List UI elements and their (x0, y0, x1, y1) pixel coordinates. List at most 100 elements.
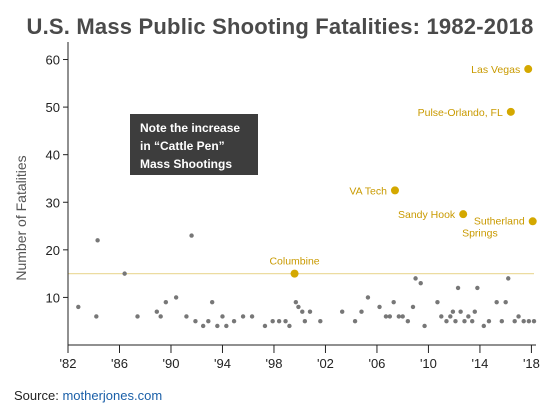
data-point (521, 319, 526, 324)
x-tick-label: '98 (265, 356, 282, 371)
highlight-point (290, 269, 299, 278)
x-tick-label: '86 (111, 356, 128, 371)
data-point (293, 299, 299, 305)
data-point (95, 238, 100, 243)
data-point (410, 304, 416, 310)
data-point (154, 309, 160, 314)
data-point (158, 314, 163, 319)
data-point (470, 319, 475, 324)
highlight-point (524, 65, 533, 74)
data-point (418, 280, 423, 286)
data-point (365, 295, 371, 300)
x-tick-label: '82 (60, 356, 77, 371)
data-point (307, 309, 313, 314)
data-point (193, 319, 198, 324)
data-point (231, 319, 237, 324)
x-tick-label: '10 (420, 356, 437, 371)
source-line: Source: motherjones.com (14, 388, 162, 403)
data-point (391, 299, 396, 305)
chart-title: U.S. Mass Public Shooting Fatalities: 19… (26, 14, 534, 39)
highlight-label: Sutherland (474, 215, 525, 227)
highlight-label: Las Vegas (471, 64, 520, 76)
data-point (405, 319, 411, 324)
data-point (400, 314, 405, 319)
data-point (526, 319, 532, 324)
data-point (220, 314, 225, 319)
data-point (200, 323, 206, 329)
note-text: Note the increase (140, 121, 240, 135)
data-point (287, 323, 292, 329)
highlight-label: Sandy Hook (398, 209, 456, 221)
data-point (135, 314, 140, 319)
y-tick-label: 10 (46, 290, 60, 305)
data-point (283, 319, 288, 324)
highlight-point (459, 210, 468, 219)
data-point (189, 233, 194, 238)
highlight-point (506, 107, 515, 116)
data-point (472, 309, 477, 314)
data-point (270, 319, 275, 324)
data-point (486, 319, 492, 324)
data-point (173, 295, 179, 300)
data-point (413, 276, 418, 281)
note-text: Mass Shootings (140, 157, 232, 171)
data-point (249, 314, 255, 319)
data-point (450, 309, 456, 314)
data-point (300, 309, 305, 314)
note-background (130, 114, 258, 175)
data-point (122, 271, 127, 276)
y-tick-label: 30 (46, 195, 60, 210)
data-point (435, 299, 440, 305)
data-point (387, 314, 393, 319)
data-point (462, 319, 467, 324)
data-point (503, 299, 508, 305)
data-point (94, 314, 99, 319)
highlight-label: VA Tech (349, 185, 387, 197)
data-point (339, 309, 345, 314)
data-point (76, 304, 81, 310)
y-tick-label: 40 (46, 148, 60, 163)
y-axis-title: Number of Fatalities (13, 155, 29, 280)
data-point (422, 323, 427, 329)
data-point (481, 323, 486, 329)
data-point (163, 299, 169, 305)
data-point (453, 319, 458, 324)
note-text: in “Cattle Pen” (140, 139, 225, 153)
source-label: Source: (14, 388, 59, 403)
data-point (512, 319, 517, 324)
data-point (184, 314, 189, 319)
y-tick-label: 20 (46, 243, 60, 258)
x-tick-label: '06 (368, 356, 385, 371)
data-point (352, 319, 358, 324)
data-points (76, 233, 537, 329)
data-point (240, 314, 246, 319)
data-point (215, 323, 220, 329)
y-tick-label: 50 (46, 100, 60, 115)
data-point (439, 314, 444, 319)
y-tick-label: 60 (46, 53, 60, 68)
source-link[interactable]: motherjones.com (62, 388, 163, 403)
data-point (276, 319, 282, 324)
axes: 10 20 30 40 50 60 '82 '86 '90 '94 '98 '02 '06 '10 '14 '… (46, 42, 540, 371)
data-point (466, 314, 471, 319)
data-point (302, 319, 308, 324)
highlight-label: Columbine (269, 256, 319, 268)
x-tick-label: '02 (317, 356, 334, 371)
data-point (206, 319, 211, 324)
data-point (383, 314, 389, 319)
data-point (444, 319, 449, 324)
highlight-label: Springs (462, 227, 498, 239)
x-tick-label: '14 (471, 356, 488, 371)
highlighted-points: Columbine VA Tech Sandy Hook Pulse-Orlando,… (269, 64, 537, 278)
data-point (396, 314, 402, 319)
data-point (209, 299, 215, 305)
data-point (296, 304, 301, 310)
x-tick-label: '90 (163, 356, 180, 371)
data-point (494, 299, 499, 305)
data-point (359, 309, 364, 314)
data-point (318, 319, 323, 324)
data-point (448, 314, 453, 319)
data-point (262, 323, 268, 329)
data-point (458, 309, 463, 314)
data-point (531, 319, 537, 324)
